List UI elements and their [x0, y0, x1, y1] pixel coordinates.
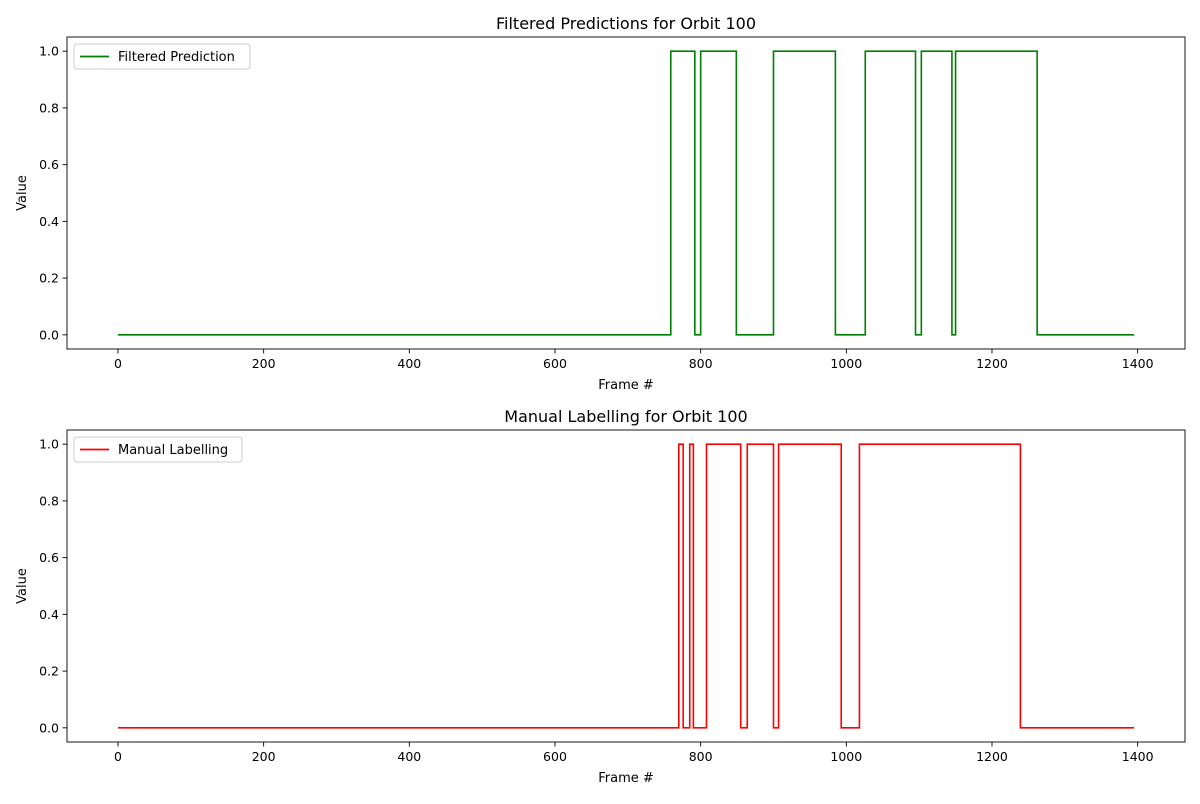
legend-label: Manual Labelling [118, 443, 228, 458]
y-axis-label: Value [15, 568, 30, 604]
y-tick-label: 0.0 [39, 327, 59, 342]
x-tick-label: 800 [689, 356, 713, 371]
y-tick-label: 0.6 [39, 157, 59, 172]
x-tick-label: 400 [397, 749, 421, 764]
x-tick-label: 1400 [1122, 749, 1154, 764]
y-tick-label: 0.4 [39, 214, 59, 229]
y-tick-label: 1.0 [39, 44, 59, 59]
subplot-1: Filtered Predictions for Orbit 100 0 200 40… [15, 14, 1186, 393]
x-tick-label: 1000 [830, 356, 862, 371]
legend-label: Filtered Prediction [118, 50, 235, 65]
subplot-2: Manual Labelling for Orbit 100 0 200 400 600… [15, 407, 1186, 786]
axes-frame [66, 36, 1186, 350]
y-tick-label: 0.0 [39, 720, 59, 735]
y-tick-label: 0.8 [39, 493, 59, 508]
axes-frame [66, 429, 1186, 743]
y-tick-label: 0.6 [39, 550, 59, 565]
x-tick-label: 1400 [1122, 356, 1154, 371]
x-tick-label: 800 [689, 749, 713, 764]
legend: Filtered Prediction [73, 43, 251, 70]
x-tick-label: 1200 [976, 749, 1008, 764]
x-tick-label: 1200 [976, 356, 1008, 371]
x-tick-label: 200 [252, 356, 276, 371]
y-tick-label: 0.2 [39, 664, 59, 679]
x-tick-label: 0 [114, 749, 122, 764]
y-tick-label: 0.8 [39, 100, 59, 115]
y-axis-label: Value [15, 175, 30, 211]
y-tick-label: 1.0 [39, 437, 59, 452]
y-tick-label: 0.4 [39, 607, 59, 622]
legend-box [73, 436, 243, 463]
x-tick-label: 200 [252, 749, 276, 764]
x-tick-label: 1000 [830, 749, 862, 764]
x-tick-label: 600 [543, 356, 567, 371]
x-axis-label: Frame # [598, 378, 654, 393]
x-tick-label: 600 [543, 749, 567, 764]
chart-title: Manual Labelling for Orbit 100 [504, 407, 747, 426]
legend-box [73, 43, 251, 70]
series-line-filtered-prediction [117, 50, 1135, 336]
legend: Manual Labelling [73, 436, 243, 463]
y-tick-label: 0.2 [39, 271, 59, 286]
x-tick-label: 0 [114, 356, 122, 371]
x-tick-label: 400 [397, 356, 421, 371]
series-line-manual-labelling [117, 443, 1135, 729]
chart-title: Filtered Predictions for Orbit 100 [496, 14, 756, 33]
x-axis-label: Frame # [598, 771, 654, 786]
